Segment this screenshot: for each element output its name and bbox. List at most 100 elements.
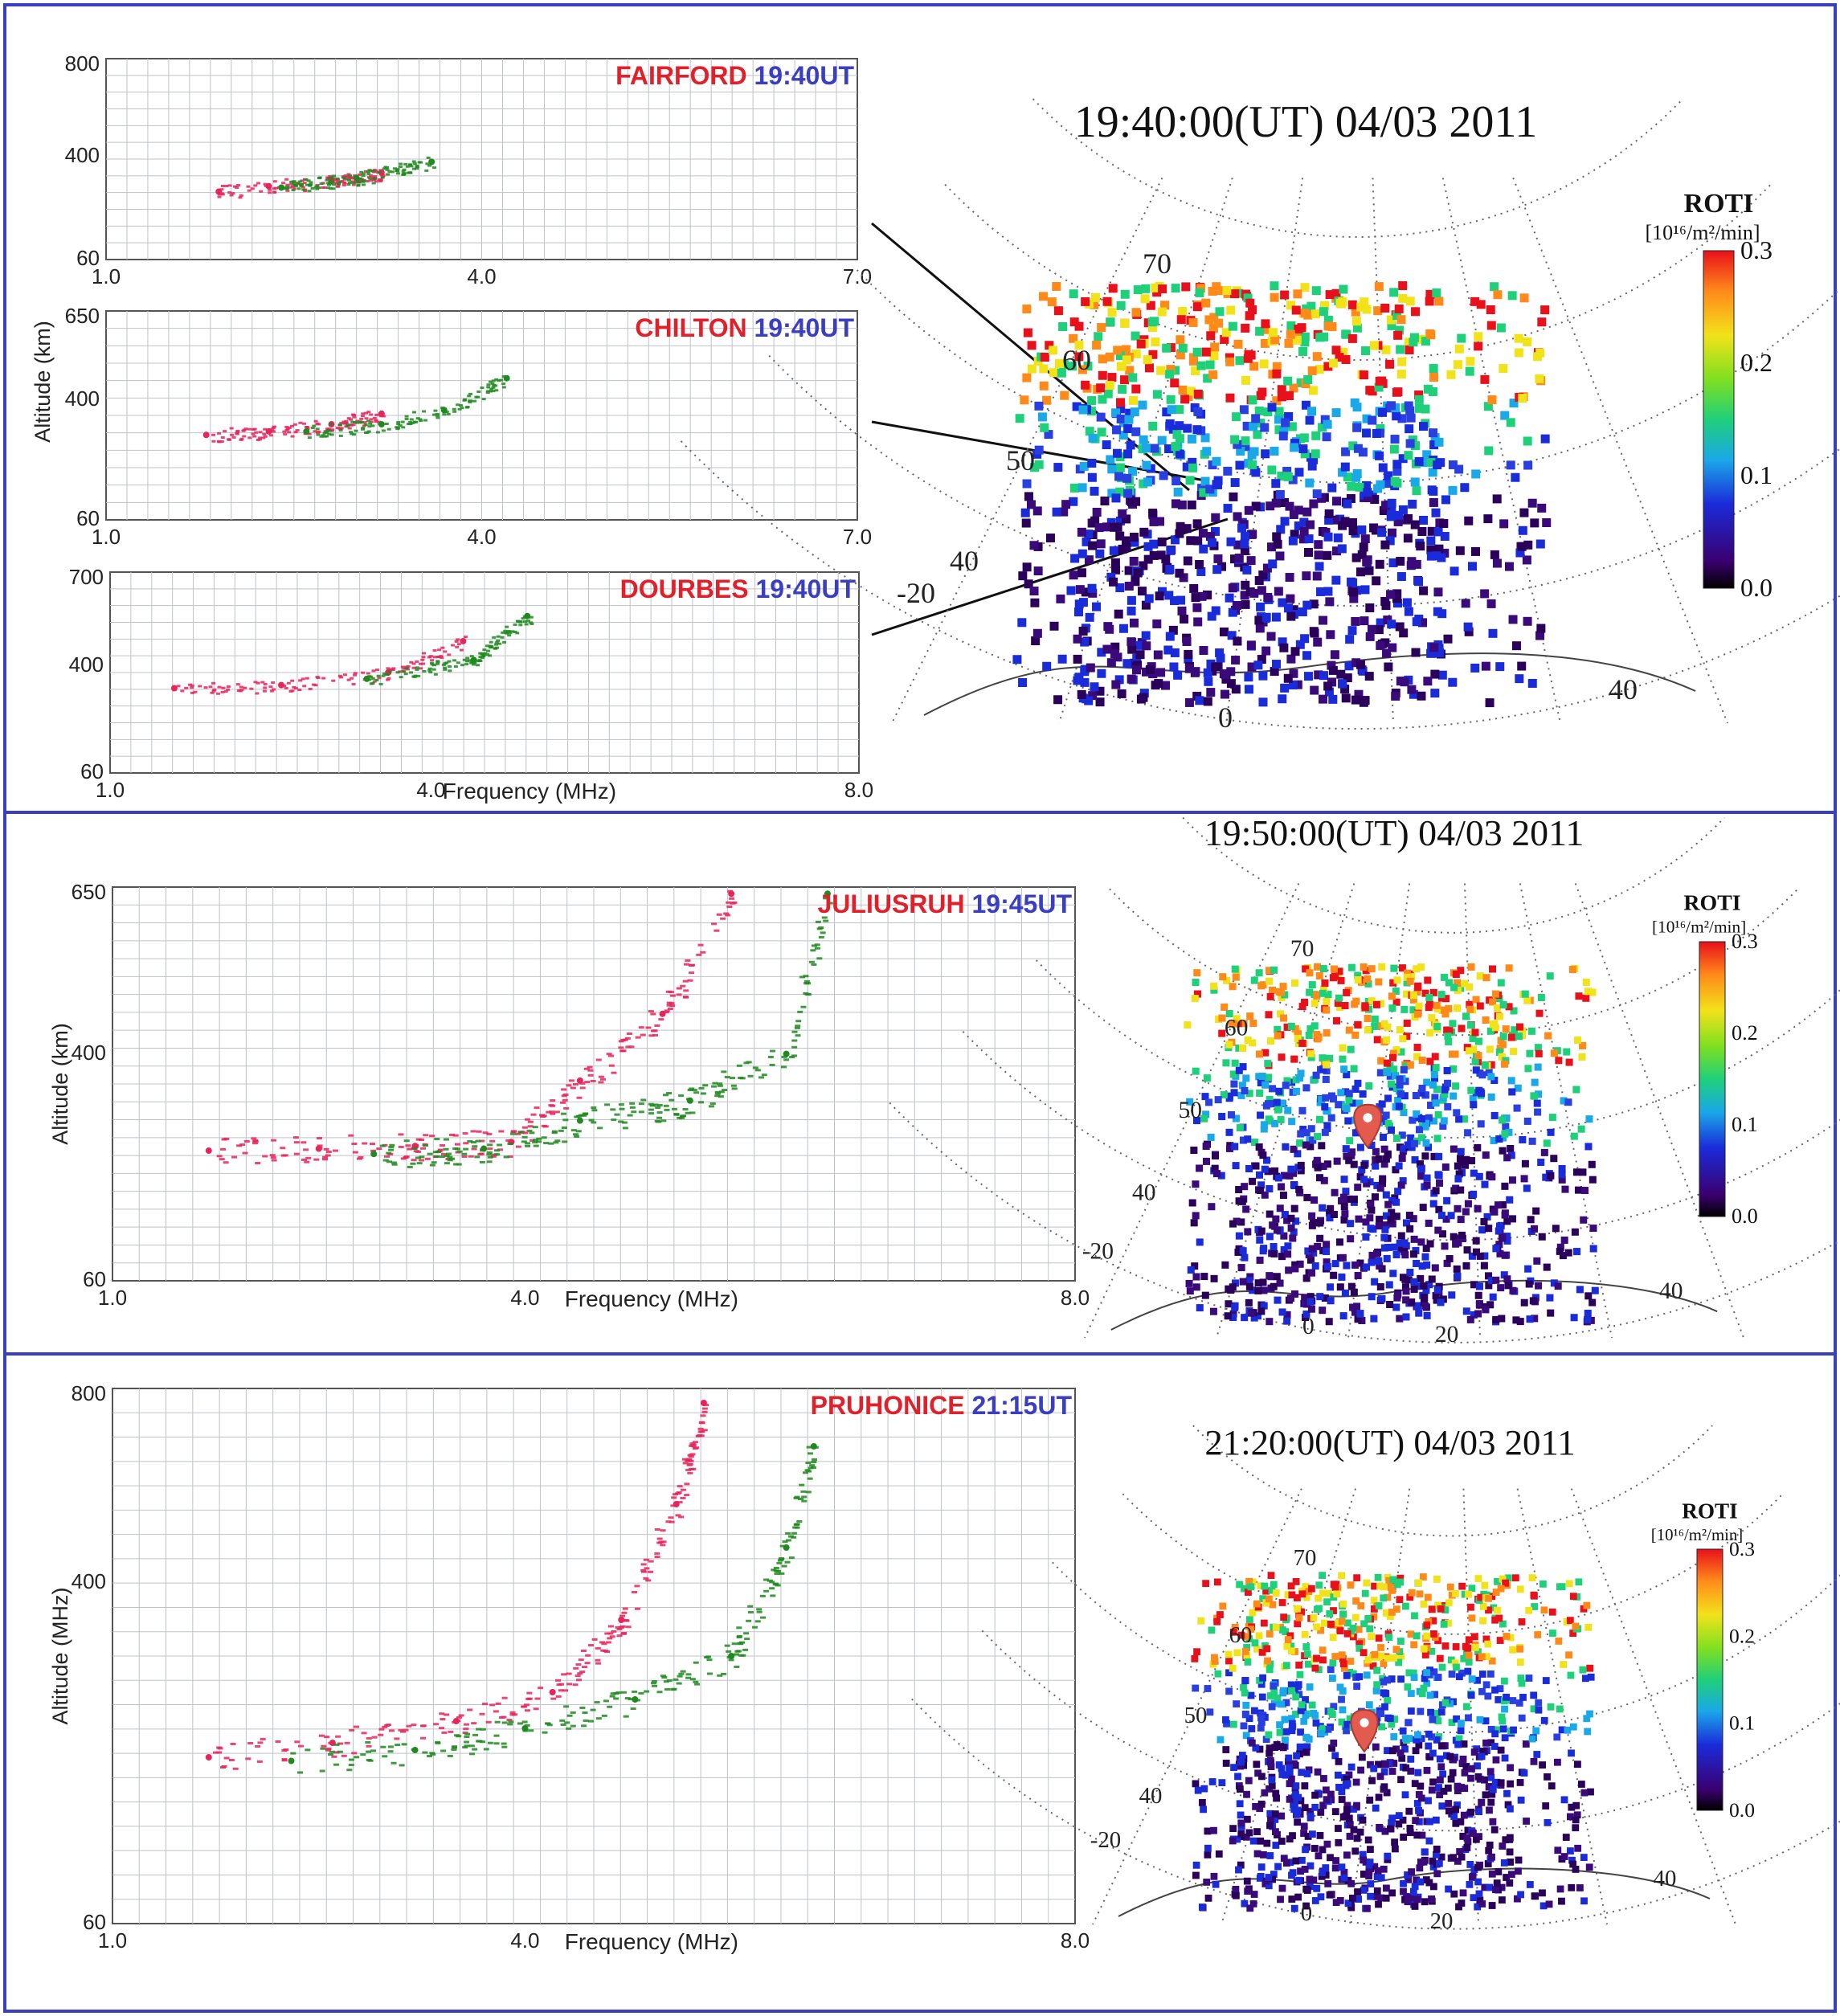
roti-point [1297, 1130, 1305, 1138]
roti-point [1364, 979, 1372, 988]
trace-dot [705, 1655, 712, 1658]
roti-point [1380, 1133, 1388, 1141]
roti-point [1225, 357, 1235, 366]
roti-point [1192, 1067, 1200, 1075]
roti-point [1445, 979, 1454, 987]
roti-point [1095, 549, 1105, 558]
roti-point [1406, 1829, 1414, 1837]
roti-point [1027, 364, 1037, 374]
trace-dot [346, 173, 351, 176]
roti-point [1523, 1818, 1530, 1825]
roti-point [1184, 649, 1193, 659]
roti-point [1130, 407, 1139, 417]
roti-point [1157, 537, 1167, 546]
roti-point [1508, 1088, 1516, 1096]
roti-point [1548, 1782, 1556, 1790]
roti-point [1310, 1000, 1319, 1008]
trace-dot [335, 1735, 341, 1738]
trace-dot [395, 168, 400, 171]
roti-point [1274, 1296, 1282, 1304]
roti-point [1211, 513, 1221, 522]
trace-dot [447, 1155, 453, 1159]
roti-point [1463, 1844, 1471, 1851]
trace-dot [305, 183, 309, 186]
trace-dot [541, 1114, 547, 1118]
trace-dot [767, 1579, 773, 1582]
roti-point [1280, 1014, 1288, 1022]
roti-point [1264, 1073, 1273, 1082]
meridian [1441, 178, 1561, 724]
meridian [1349, 1488, 1411, 1925]
trace-dot [809, 1464, 816, 1467]
x-tick-label: 4.0 [467, 525, 496, 549]
roti-point [1479, 1603, 1487, 1610]
roti-point [1173, 670, 1183, 680]
trace-dot [344, 421, 349, 424]
trace-dot [510, 630, 515, 633]
trace-dot [521, 617, 525, 620]
roti-point [1188, 317, 1198, 327]
roti-point [1490, 1604, 1498, 1612]
roti-point [1389, 444, 1399, 454]
trace-dot [303, 1148, 309, 1151]
roti-point [1496, 323, 1506, 333]
trace-dot [308, 687, 313, 690]
trace-dot [280, 187, 285, 190]
trace-dot [455, 1720, 461, 1723]
roti-point [1499, 1041, 1507, 1049]
roti-point [1400, 1005, 1409, 1013]
roti-point [1409, 1215, 1417, 1223]
roti-point [1164, 591, 1174, 600]
roti-point [1361, 346, 1371, 356]
roti-point [1212, 456, 1221, 466]
roti-point [1134, 640, 1143, 650]
roti-point [1371, 1582, 1379, 1590]
trace-dot [452, 407, 456, 411]
roti-point [1579, 1666, 1587, 1674]
trace-dot [595, 1058, 602, 1061]
trace-dot [579, 1082, 586, 1085]
roti-point [1382, 1221, 1390, 1229]
roti-point [1284, 1250, 1292, 1258]
trace-dot [389, 1729, 395, 1732]
roti-point [1562, 1834, 1570, 1841]
trace-dot [342, 673, 347, 677]
trace-dot [643, 1577, 649, 1580]
trace-dot [570, 1086, 576, 1090]
roti-point [1311, 1075, 1319, 1083]
y-tick-label: 60 [76, 246, 100, 270]
trace-dot [293, 185, 298, 188]
roti-point [1503, 1789, 1511, 1797]
trace-dot [280, 1147, 286, 1150]
trace-dot [697, 1430, 704, 1433]
roti-point [1189, 353, 1199, 362]
trace-dot [683, 963, 689, 966]
map-title: 21:20:00(UT) 04/03 2011 [1204, 1422, 1575, 1462]
roti-point [1278, 431, 1288, 441]
roti-point [1195, 696, 1204, 705]
trace-dot [324, 431, 329, 434]
trace-dot [239, 685, 243, 689]
roti-point [1171, 476, 1181, 486]
trace-dot [262, 432, 267, 436]
trace-dot [481, 654, 486, 657]
roti-point [1335, 298, 1345, 308]
roti-point [1514, 1895, 1521, 1903]
roti-point [1416, 1126, 1424, 1134]
roti-point [1380, 1865, 1388, 1873]
roti-point [1175, 529, 1184, 538]
trace-dot [315, 185, 320, 188]
roti-point [1412, 617, 1421, 627]
roti-point [1540, 1148, 1548, 1156]
roti-point [1261, 1191, 1269, 1199]
trace-dot [522, 1131, 529, 1135]
roti-point [1286, 1172, 1294, 1180]
trace-dot [550, 1099, 556, 1102]
roti-point [1259, 1151, 1267, 1159]
data-point [370, 1151, 378, 1158]
roti-point [1336, 1683, 1344, 1691]
roti-point [1077, 689, 1086, 699]
roti-point [1308, 1212, 1316, 1220]
trace-dot [780, 1065, 787, 1069]
roti-point [1335, 1825, 1342, 1832]
